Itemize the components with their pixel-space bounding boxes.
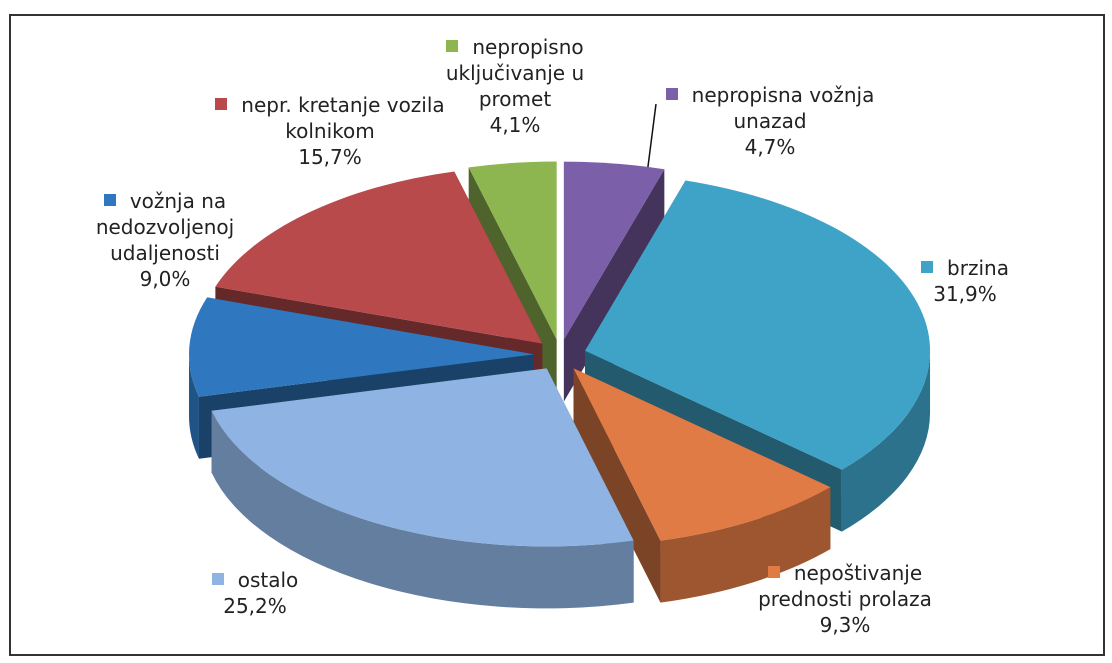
slice-top <box>215 171 543 344</box>
slice-side <box>573 368 661 603</box>
category-name: nepr. kretanje vozila kolnikom <box>241 93 445 143</box>
legend-swatch <box>215 98 228 110</box>
value-label: 25,2% <box>223 594 287 618</box>
value-label: 4,1% <box>489 113 541 137</box>
legend-swatch <box>446 40 459 52</box>
slice-wall <box>841 350 931 532</box>
category-name: nepoštivanje prednosti prolaza <box>758 561 932 611</box>
legend-swatch <box>103 194 116 206</box>
legend-swatch <box>665 88 678 100</box>
category-name: ostalo <box>237 568 299 592</box>
category-name: vožnja na nedozvoljenoj udaljenosti <box>95 189 235 265</box>
data-label: brzina 31,9% <box>905 255 1025 307</box>
slice-top <box>585 180 931 470</box>
value-label: 4,7% <box>744 135 796 159</box>
slice-top <box>189 297 535 397</box>
data-label: vožnja na nedozvoljenoj udaljenosti 9,0% <box>65 188 265 292</box>
value-label: 31,9% <box>933 282 997 306</box>
value-label: 9,0% <box>139 267 191 291</box>
slice-wall <box>189 354 199 459</box>
legend-swatch <box>921 261 934 273</box>
category-name: nepropisna vožnja unazad <box>691 83 875 133</box>
data-label: nepr. kretanje vozila kolnikom 15,7% <box>200 92 460 170</box>
slice-top <box>573 368 831 541</box>
slice-top <box>468 161 557 340</box>
pie-slice <box>573 368 831 603</box>
frame <box>9 14 1105 656</box>
value-label: 9,3% <box>819 613 871 637</box>
pie-slice <box>563 161 665 402</box>
legend-swatch <box>211 573 224 585</box>
slice-top <box>211 368 634 547</box>
slice-wall <box>660 487 831 603</box>
slice-side <box>563 169 665 402</box>
value-label: 15,7% <box>298 145 362 169</box>
category-name: brzina <box>947 256 1009 280</box>
slice-top <box>563 161 665 340</box>
slice-wall <box>211 410 634 609</box>
pie-slice <box>211 368 634 609</box>
data-label: nepropisno uključivanje u promet 4,1% <box>430 34 600 138</box>
category-name: nepropisno uključivanje u promet <box>445 35 585 111</box>
data-label: nepoštivanje prednosti prolaza 9,3% <box>740 560 950 638</box>
data-label: ostalo 25,2% <box>195 567 315 619</box>
legend-swatch <box>767 566 780 578</box>
data-label: nepropisna vožnja unazad 4,7% <box>660 82 880 160</box>
